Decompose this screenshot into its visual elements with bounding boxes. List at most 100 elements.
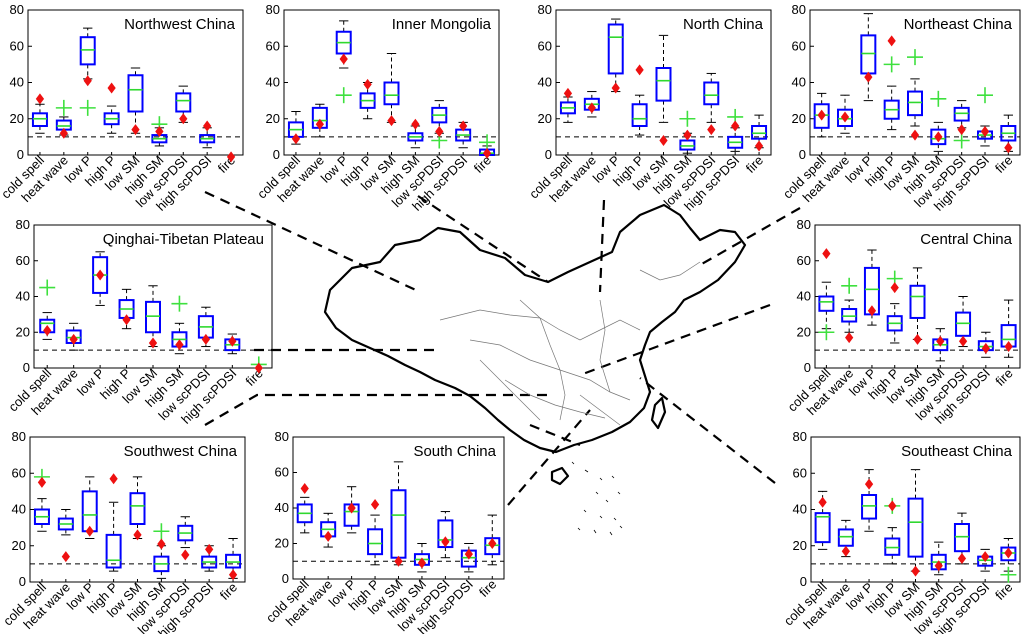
y-tick-label: 80: [792, 2, 806, 17]
y-tick-label: 60: [792, 38, 806, 53]
y-tick-label: 40: [275, 500, 289, 515]
connector-qinghai-tibet-lower: [204, 393, 550, 426]
y-tick-label: 40: [793, 502, 807, 517]
red-diamond-marker: [1004, 142, 1013, 154]
x-tick-label: fire: [217, 580, 240, 603]
red-diamond-marker: [175, 339, 184, 351]
red-diamond-marker: [228, 335, 237, 347]
box: [129, 492, 146, 525]
y-tick-label: 40: [12, 502, 26, 517]
south-sea-islands: [571, 461, 623, 536]
connector-south: [507, 409, 591, 506]
red-diamond-marker: [958, 335, 968, 347]
red-diamond-marker: [157, 538, 166, 550]
connector-northwest: [204, 191, 421, 293]
red-diamond-marker: [488, 538, 497, 549]
box: [930, 128, 947, 146]
box: [751, 125, 768, 140]
box: [861, 494, 878, 520]
y-tick-label: 60: [275, 465, 289, 480]
y-tick-label: 40: [797, 289, 811, 304]
red-diamond-marker: [179, 113, 188, 125]
red-diamond-marker: [61, 551, 70, 563]
red-diamond-marker: [864, 71, 873, 83]
red-diamond-marker: [817, 109, 826, 121]
taiwan-island: [650, 396, 667, 430]
box: [390, 489, 407, 559]
y-tick-label: 0: [545, 147, 552, 162]
china-map-outline: [323, 203, 747, 454]
red-diamond-marker: [43, 324, 52, 336]
box: [841, 308, 858, 323]
red-diamond-marker: [936, 335, 945, 347]
box: [81, 490, 98, 533]
y-tick-label: 0: [19, 574, 26, 589]
red-diamond-marker: [300, 482, 309, 494]
box: [127, 74, 144, 113]
box: [953, 523, 970, 553]
red-diamond-marker: [109, 473, 118, 485]
connector-northeast: [699, 207, 801, 266]
red-diamond-marker: [957, 124, 966, 136]
y-tick-label: 80: [797, 217, 811, 232]
red-diamond-marker: [291, 133, 301, 145]
panel-title: Northwest China: [124, 16, 236, 33]
hainan-island: [550, 466, 570, 486]
red-diamond-marker: [226, 151, 236, 163]
y-tick-label: 20: [793, 538, 807, 553]
y-tick-label: 60: [10, 38, 24, 53]
panel-title: South China: [413, 443, 496, 460]
box: [367, 528, 384, 556]
y-tick-label: 40: [16, 289, 30, 304]
red-diamond-marker: [910, 129, 920, 141]
connector-southeast: [639, 377, 776, 484]
red-diamond-marker: [133, 529, 142, 541]
x-tick-label: fire: [243, 366, 266, 389]
red-diamond-marker: [107, 82, 116, 94]
y-tick-label: 20: [10, 111, 24, 126]
box: [884, 537, 901, 556]
y-tick-label: 60: [12, 465, 26, 480]
red-diamond-marker: [981, 342, 990, 354]
box: [813, 103, 830, 129]
panel-title: North China: [683, 16, 764, 33]
red-diamond-marker: [441, 536, 450, 548]
y-tick-label: 80: [10, 2, 24, 17]
box: [145, 300, 161, 334]
red-diamond-marker: [563, 87, 573, 99]
y-tick-label: 80: [793, 429, 807, 444]
box: [655, 67, 672, 102]
red-diamond-marker: [83, 75, 92, 87]
y-tick-label: 20: [792, 111, 806, 126]
box: [837, 528, 854, 547]
red-diamond-marker: [417, 557, 427, 569]
box: [383, 81, 400, 106]
panel-title: Qinghai-Tibetan Plateau: [103, 231, 264, 248]
red-diamond-marker: [683, 129, 692, 141]
red-diamond-marker: [131, 124, 140, 136]
connector-lines: [204, 191, 801, 506]
red-diamond-marker: [315, 118, 324, 130]
china-map: [323, 203, 747, 536]
red-diamond-marker: [205, 543, 214, 555]
y-tick-label: 60: [793, 465, 807, 480]
red-diamond-marker: [867, 305, 877, 317]
red-diamond-marker: [370, 498, 380, 510]
y-tick-label: 0: [23, 360, 30, 375]
red-diamond-marker: [841, 545, 850, 557]
box: [955, 311, 972, 337]
y-tick-label: 0: [273, 147, 280, 162]
box: [631, 103, 648, 127]
x-tick-label: fire: [992, 580, 1015, 603]
red-diamond-marker: [181, 549, 190, 561]
red-diamond-marker: [818, 496, 827, 508]
y-tick-label: 80: [538, 2, 552, 17]
red-diamond-marker: [85, 525, 94, 537]
province-borders: [439, 261, 701, 426]
box: [907, 90, 923, 117]
